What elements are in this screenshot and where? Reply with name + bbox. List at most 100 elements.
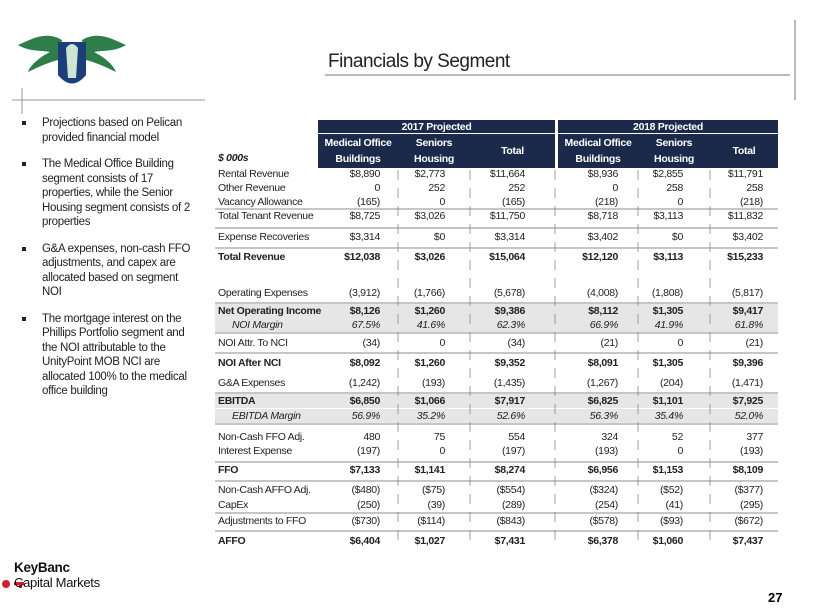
cell: 56.3% [590,410,618,422]
cell: $8,112 [588,305,618,317]
cell: $11,664 [490,168,526,180]
cell: (1,471) [732,377,763,389]
cell: $0 [672,231,684,243]
cell: 554 [508,431,525,443]
cell: ($554) [496,484,525,496]
cell: $12,120 [582,251,618,263]
cell: (5,678) [494,287,525,299]
cell: $1,305 [653,357,684,369]
cell: (41) [666,499,683,511]
group-header: 2018 Projected [633,121,703,133]
bullet-list: Projections based on Pelican provided fi… [18,116,198,411]
cell: (295) [740,499,763,511]
cell: 252 [508,182,525,194]
column-header-bg [398,134,470,168]
cell: (1,435) [494,377,525,389]
cell: $1,260 [415,357,446,369]
bullet: The mortgage interest on the Phillips Po… [18,312,198,399]
cell: (197) [502,445,525,457]
column-header-bg [470,134,555,168]
cell: ($75) [422,484,445,496]
cell: $1,260 [415,305,446,317]
cell: $9,417 [733,305,764,317]
cell: ($377) [734,484,763,496]
row-label: FFO [218,464,238,476]
cell: $9,396 [733,357,764,369]
logo [18,35,126,84]
cell: $3,113 [653,251,683,263]
cell: $11,832 [728,210,764,222]
cell: ($843) [496,515,525,527]
cell: $15,064 [489,251,525,263]
row-shade [215,394,778,408]
cell: 0 [374,182,380,194]
cell: (21) [601,337,618,349]
cell: $9,352 [495,357,526,369]
key-icon [2,580,25,588]
cell: $8,890 [350,168,381,180]
column-header: Total [733,145,756,157]
cell: $8,109 [733,464,764,476]
cell: (34) [363,337,380,349]
cell: 35.4% [655,410,683,422]
column-header-bg [638,134,710,168]
cell: $3,026 [415,210,446,222]
cell: (39) [428,499,445,511]
cell: $3,314 [350,231,381,243]
cell: 0 [439,196,445,208]
column-header: Seniors [416,137,453,149]
row-label: Rental Revenue [218,168,290,180]
cell: $6,956 [588,464,619,476]
cell: $6,825 [588,395,619,407]
row-label: NOI Margin [232,319,283,331]
cell: $2,855 [653,168,684,180]
cell: (34) [508,337,525,349]
row-label: Vacancy Allowance [218,196,303,208]
row-label: NOI After NCI [218,357,281,369]
cell: (1,808) [652,287,683,299]
column-header-bg [318,134,398,168]
cell: 377 [746,431,763,443]
cell: (21) [746,337,763,349]
cell: $11,791 [728,168,764,180]
cell: 67.5% [352,319,380,331]
cell: $8,092 [350,357,381,369]
row-label: Net Operating Income [218,305,322,317]
cell: $1,305 [653,305,684,317]
brand: KeyBanc Capital Markets [14,560,100,590]
cell: $3,402 [733,231,764,243]
cell: $1,153 [653,464,684,476]
cell: $2,773 [415,168,446,180]
cell: $7,133 [350,464,381,476]
cell: 0 [677,337,683,349]
cell: $3,113 [653,210,683,222]
cell: 52.6% [497,410,525,422]
group-header-bg [558,120,778,133]
cell: $0 [434,231,446,243]
cell: $6,850 [350,395,381,407]
group-header-bg [318,120,555,133]
cell: 66.9% [590,319,618,331]
cell: (165) [357,196,380,208]
cell: ($578) [589,515,618,527]
row-shade [215,318,778,332]
cell: (193) [740,445,763,457]
row-label: Adjustments to FFO [218,515,306,527]
row-label: Other Revenue [218,182,286,194]
cell: 0 [677,196,683,208]
cell: $7,437 [733,535,764,547]
cell: ($93) [660,515,683,527]
cell: (165) [502,196,525,208]
cell: 41.9% [655,319,683,331]
row-label: G&A Expenses [218,377,285,389]
cell: $7,925 [733,395,764,407]
cell: 41.6% [417,319,445,331]
cell: 258 [666,182,683,194]
column-header: Buildings [335,153,381,165]
column-header: Housing [414,153,454,165]
cell: ($730) [351,515,380,527]
cell: $3,314 [495,231,526,243]
cell: 52 [672,431,684,443]
